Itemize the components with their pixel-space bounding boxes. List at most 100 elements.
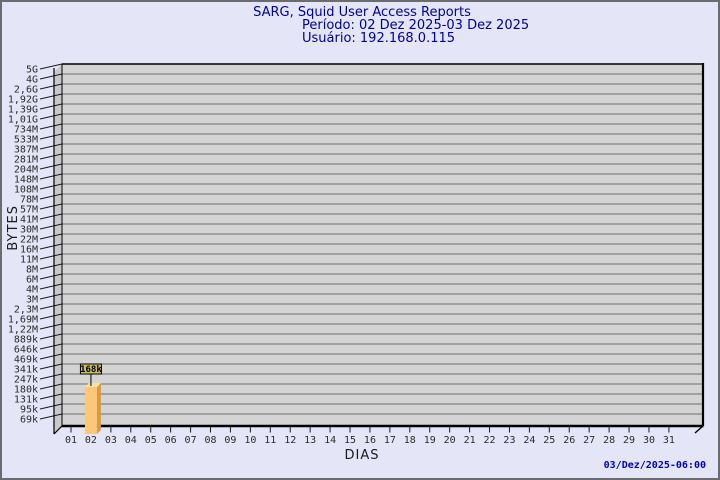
y-tick-label: 1,39G — [8, 105, 38, 116]
x-tick-label: 01 — [65, 435, 77, 446]
floor-left-bevel — [53, 425, 63, 435]
y-tick — [39, 73, 63, 80]
x-tick-label: 07 — [185, 435, 197, 446]
y-tick — [39, 383, 63, 390]
y-tick-label: 148M — [14, 175, 38, 186]
x-tick-label: 21 — [464, 435, 476, 446]
y-tick — [39, 243, 63, 250]
x-tick-label: 31 — [663, 435, 675, 446]
y-tick — [39, 403, 63, 410]
y-tick-label: 16M — [20, 245, 38, 256]
bar-top — [84, 383, 101, 387]
y-tick — [39, 303, 63, 310]
x-tick-label: 25 — [543, 435, 555, 446]
x-tick-label: 04 — [125, 435, 137, 446]
y-tick — [39, 133, 63, 140]
y-tick-label: 41M — [20, 215, 38, 226]
y-tick-label: 95k — [20, 405, 38, 416]
generation-timestamp: 03/Dez/2025-06:00 — [603, 460, 706, 471]
y-tick-label: 1,92G — [8, 95, 38, 106]
x-tick-label: 19 — [424, 435, 436, 446]
y-tick-label: 1,69M — [8, 315, 38, 326]
y-tick — [39, 63, 63, 70]
y-tick — [39, 323, 63, 330]
y-tick-label: 1,01G — [8, 115, 38, 126]
y-tick — [39, 273, 63, 280]
x-tick-label: 10 — [244, 435, 256, 446]
y-tick-label: 57M — [20, 205, 38, 216]
y-tick — [39, 283, 63, 290]
y-tick — [39, 103, 63, 110]
y-tick — [39, 213, 63, 220]
y-tick — [39, 203, 63, 210]
x-tick-label: 17 — [384, 435, 396, 446]
y-tick — [39, 153, 63, 160]
y-tick-label: 78M — [20, 195, 38, 206]
chart-subtitle-user: Usuário: 192.168.0.115 — [302, 31, 456, 46]
x-tick-label: 20 — [444, 435, 456, 446]
y-tick — [39, 143, 63, 150]
x-tick-label: 03 — [105, 435, 117, 446]
y-tick — [39, 123, 63, 130]
y-tick-label: 387M — [14, 145, 38, 156]
y-tick-label: 247k — [14, 375, 38, 386]
x-tick-label: 18 — [404, 435, 416, 446]
bar-value-label: 168k — [80, 365, 102, 375]
y-tick-label: 2,6G — [14, 85, 38, 96]
y-tick — [39, 193, 63, 200]
x-tick-label: 08 — [204, 435, 216, 446]
y-tick — [39, 253, 63, 260]
y-tick-label: 6M — [26, 275, 38, 286]
plot-back-wall — [62, 64, 703, 426]
y-tick — [39, 353, 63, 360]
y-tick — [39, 393, 63, 400]
y-tick — [39, 163, 63, 170]
y-tick-label: 8M — [26, 265, 38, 276]
y-tick — [39, 313, 63, 320]
x-tick-label: 22 — [484, 435, 496, 446]
floor-right-bevel — [694, 425, 704, 434]
x-tick-label: 26 — [563, 435, 575, 446]
chart-subtitle-period: Período: 02 Dez 2025-03 Dez 2025 — [302, 18, 530, 33]
x-tick-label: 11 — [264, 435, 276, 446]
x-tick-label: 06 — [165, 435, 177, 446]
x-tick-label: 02 — [85, 435, 97, 446]
y-tick-label: 734M — [14, 125, 38, 136]
y-tick — [39, 373, 63, 380]
y-tick-label: 69k — [20, 415, 38, 426]
x-tick-label: 30 — [643, 435, 655, 446]
y-tick-label: 3M — [26, 295, 38, 306]
y-tick-label: 11M — [20, 255, 38, 266]
y-tick-label: 4M — [26, 285, 38, 296]
chart-title: SARG, Squid User Access Reports — [253, 5, 471, 20]
x-tick-label: 15 — [344, 435, 356, 446]
x-tick-label: 23 — [503, 435, 515, 446]
y-tick-label: 646k — [14, 345, 38, 356]
y-tick — [39, 183, 63, 190]
y-tick-label: 2,3M — [14, 305, 38, 316]
x-tick-label: 27 — [583, 435, 595, 446]
y-tick — [39, 293, 63, 300]
bar-side — [96, 383, 101, 434]
bar-front — [84, 387, 97, 434]
x-tick-label: 09 — [224, 435, 236, 446]
y-tick — [39, 113, 63, 120]
y-tick-label: 469k — [14, 355, 38, 366]
x-tick-label: 13 — [304, 435, 316, 446]
y-tick — [39, 83, 63, 90]
x-tick-label: 28 — [603, 435, 615, 446]
y-tick — [39, 363, 63, 370]
x-axis-title: DIAS — [344, 448, 380, 463]
y-tick — [39, 93, 63, 100]
plot-left-wall — [54, 64, 62, 434]
bar-value-callout — [79, 363, 102, 375]
x-tick-label: 05 — [145, 435, 157, 446]
y-axis-title: BYTES — [6, 205, 21, 251]
y-tick-label: 281M — [14, 155, 38, 166]
x-tick-label: 14 — [324, 435, 336, 446]
y-tick-label: 341k — [14, 365, 38, 376]
y-tick-label: 180k — [14, 385, 38, 396]
y-tick — [39, 233, 63, 240]
